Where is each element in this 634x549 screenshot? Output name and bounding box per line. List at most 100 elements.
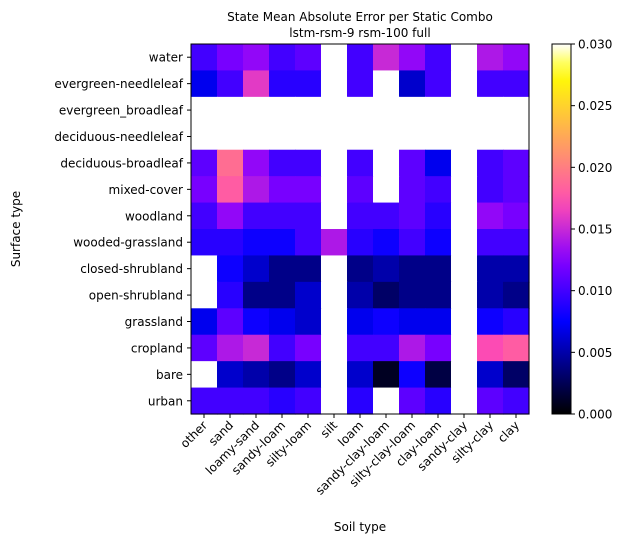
heatmap-cell: [243, 96, 270, 124]
heatmap-cell: [503, 96, 530, 124]
heatmap-cell: [347, 123, 374, 151]
heatmap-cell: [373, 123, 400, 151]
heatmap-cell: [399, 70, 426, 98]
heatmap-cell: [321, 361, 348, 389]
heatmap-cell: [191, 149, 218, 177]
heatmap-cell: [295, 123, 322, 151]
heatmap-cell: [243, 229, 270, 257]
heatmap-cell: [373, 334, 400, 362]
heatmap-cell: [425, 334, 452, 362]
heatmap-cell: [243, 361, 270, 389]
heatmap-cell: [373, 202, 400, 230]
heatmap-cell: [451, 255, 478, 283]
heatmap-cell: [321, 44, 348, 72]
y-tick-label: deciduous-needleleaf: [54, 130, 183, 144]
heatmap-cell: [425, 202, 452, 230]
heatmap-cell: [425, 96, 452, 124]
heatmap-cell: [399, 308, 426, 336]
heatmap-cell: [295, 361, 322, 389]
heatmap-cell: [399, 255, 426, 283]
heatmap-cell: [451, 281, 478, 309]
heatmap-cell: [191, 229, 218, 257]
colorbar-tick-label: 0.005: [578, 346, 612, 360]
heatmap-cell: [243, 334, 270, 362]
heatmap-cell: [503, 123, 530, 151]
y-tick-label: urban: [148, 394, 183, 408]
heatmap-cell: [399, 123, 426, 151]
heatmap-cell: [269, 334, 296, 362]
heatmap-cell: [347, 70, 374, 98]
heatmap-cell: [269, 229, 296, 257]
heatmap-cell: [295, 149, 322, 177]
heatmap-cell: [321, 176, 348, 204]
y-tick-label: deciduous-broadleaf: [60, 156, 183, 170]
heatmap-cell: [451, 334, 478, 362]
heatmap-cell: [295, 255, 322, 283]
y-tick-label: evergreen-needleleaf: [54, 77, 183, 91]
heatmap-cell: [503, 70, 530, 98]
heatmap-cell: [425, 308, 452, 336]
heatmap-cell: [217, 70, 244, 98]
y-tick-label: woodland: [125, 209, 183, 223]
heatmap-cell: [321, 229, 348, 257]
heatmap-cell: [295, 44, 322, 72]
heatmap-cell: [451, 123, 478, 151]
heatmap-cell: [321, 387, 348, 415]
heatmap-cell: [425, 149, 452, 177]
heatmap-cell: [451, 70, 478, 98]
heatmap-cell: [269, 281, 296, 309]
heatmap-cell: [269, 255, 296, 283]
heatmap-cell: [295, 281, 322, 309]
heatmap-cell: [425, 361, 452, 389]
heatmap-cell: [217, 387, 244, 415]
heatmap-cell: [269, 70, 296, 98]
colorbar-tick-label: 0.020: [578, 161, 612, 175]
heatmap-cell: [243, 44, 270, 72]
heatmap-cell: [477, 202, 504, 230]
heatmap-cell: [477, 281, 504, 309]
heatmap-cell: [451, 387, 478, 415]
heatmap-cell: [451, 44, 478, 72]
heatmap-cell: [503, 149, 530, 177]
heatmap-cell: [191, 334, 218, 362]
heatmap-cell: [477, 334, 504, 362]
heatmap-cell: [503, 387, 530, 415]
heatmap-cell: [477, 308, 504, 336]
heatmap-cell: [269, 308, 296, 336]
heatmap-cell: [295, 308, 322, 336]
y-tick-label: grassland: [125, 315, 183, 329]
heatmap-cell: [191, 123, 218, 151]
heatmap-cell: [269, 176, 296, 204]
heatmap-cell: [269, 96, 296, 124]
heatmap-cell: [243, 387, 270, 415]
heatmap-cell: [477, 70, 504, 98]
heatmap-cell: [321, 70, 348, 98]
heatmap-cell: [269, 361, 296, 389]
heatmap-cell: [191, 44, 218, 72]
heatmap-cell: [451, 176, 478, 204]
heatmap-cell: [269, 123, 296, 151]
heatmap-cell: [243, 123, 270, 151]
chart-subtitle: lstm-rsm-9 rsm-100 full: [289, 26, 430, 40]
heatmap-cell: [399, 149, 426, 177]
heatmap-cell: [243, 281, 270, 309]
heatmap-cell: [425, 70, 452, 98]
heatmap-cell: [373, 149, 400, 177]
heatmap-cell: [321, 255, 348, 283]
heatmap-cell: [191, 387, 218, 415]
heatmap-cell: [399, 387, 426, 415]
heatmap-cell: [503, 308, 530, 336]
heatmap-cell: [503, 176, 530, 204]
heatmap-cell: [477, 123, 504, 151]
heatmap-cell: [191, 281, 218, 309]
heatmap-cell: [243, 176, 270, 204]
heatmap-cell: [217, 255, 244, 283]
heatmap-cell: [321, 334, 348, 362]
heatmap-cell: [425, 255, 452, 283]
heatmap-cell: [321, 149, 348, 177]
heatmap-cell: [295, 70, 322, 98]
colorbar-ticks: 0.000 0.005 0.010 0.015 0.020 0.025 0.030: [571, 38, 612, 422]
heatmap-cell: [269, 202, 296, 230]
heatmap-cell: [477, 387, 504, 415]
y-tick-label: bare: [156, 368, 183, 382]
